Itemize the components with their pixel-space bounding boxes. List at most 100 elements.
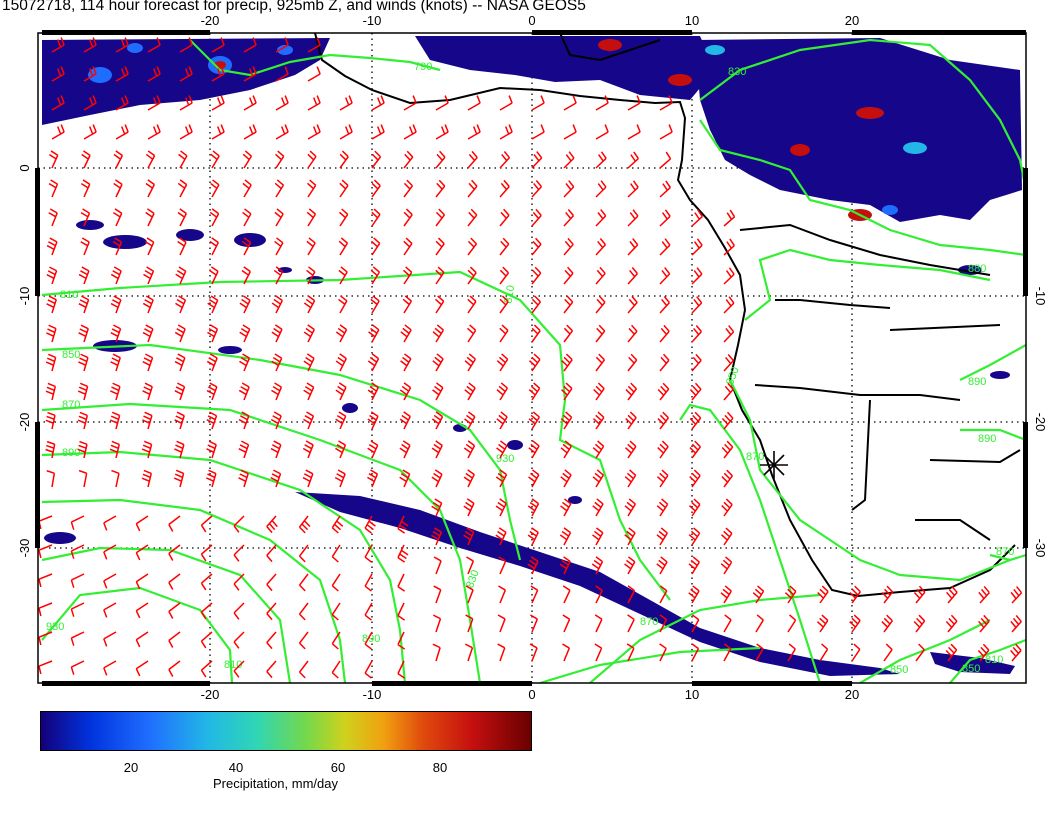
wind-barb <box>83 386 89 401</box>
wind-barb-feather <box>696 238 703 246</box>
left-lat-tick: -30 <box>17 539 32 558</box>
wind-barb <box>179 73 193 82</box>
contour-label: 810 <box>985 654 1003 666</box>
wind-barb-feather <box>115 150 123 157</box>
wind-barb-feather <box>274 182 282 190</box>
right-lat-tick: -10 <box>1033 287 1048 306</box>
wind-barb <box>531 272 542 285</box>
wind-barb <box>595 157 607 169</box>
contour-label: 850 <box>62 349 80 361</box>
wind-barb-feather <box>691 643 699 650</box>
wind-barb <box>211 242 219 256</box>
wind-barb-feather <box>144 299 153 305</box>
wind-barb-feather <box>335 331 344 338</box>
wind-barb <box>115 415 121 430</box>
wind-barb-feather <box>463 447 472 454</box>
wind-barb-feather <box>48 241 56 247</box>
wind-barb-feather <box>143 273 151 280</box>
wind-barb-feather <box>721 417 729 425</box>
wind-barb-feather <box>720 592 728 599</box>
wind-barb <box>83 44 97 53</box>
wind-barb <box>103 515 117 524</box>
wind-barb <box>595 647 603 662</box>
wind-barb <box>51 386 57 401</box>
wind-barb-feather <box>302 447 311 454</box>
wind-barb-feather <box>338 411 347 417</box>
wind-barb-feather <box>463 476 472 483</box>
wind-barb <box>563 445 572 459</box>
wind-barb-feather <box>434 498 443 504</box>
wind-barb <box>135 515 149 525</box>
wind-barb-feather <box>977 649 985 657</box>
wind-barb-feather <box>304 444 313 450</box>
wind-barb-feather <box>532 411 540 418</box>
wind-barb-feather <box>48 324 57 330</box>
wind-barb <box>211 155 220 169</box>
wind-barb <box>659 503 669 517</box>
wind-barb <box>595 532 604 546</box>
wind-barb <box>499 330 509 343</box>
wind-barb-feather <box>854 585 861 593</box>
wind-barb-feather <box>370 469 378 475</box>
wind-barb-feather <box>82 179 91 185</box>
wind-barb-feather <box>724 414 731 422</box>
wind-barb-feather <box>331 672 339 679</box>
wind-barb <box>403 329 412 343</box>
wind-barb-feather <box>266 613 273 621</box>
wind-barb-feather <box>284 37 289 46</box>
contour-label: 870 <box>62 399 80 411</box>
wind-barb-feather <box>729 209 736 218</box>
wind-barb <box>947 591 958 604</box>
wind-barb <box>115 473 120 488</box>
wind-barb-feather <box>663 324 670 332</box>
wind-barb <box>723 590 732 604</box>
wind-barb-feather <box>112 382 121 388</box>
wind-barb <box>71 544 85 552</box>
wind-barb-feather <box>627 385 635 393</box>
wind-barb-feather <box>819 617 827 625</box>
wind-barb <box>435 185 446 198</box>
wind-barb-feather <box>948 617 955 625</box>
wind-barb <box>531 589 539 604</box>
wind-barb <box>595 618 603 633</box>
wind-barb-feather <box>530 385 538 393</box>
wind-barb-feather <box>241 382 250 388</box>
wind-barb-feather <box>308 208 316 215</box>
wind-barb-feather <box>403 211 411 219</box>
wind-barb-feather <box>464 530 473 537</box>
wind-barbs <box>38 37 1023 679</box>
wind-barb-feather <box>1015 586 1023 594</box>
wind-barb-feather <box>437 295 445 302</box>
wind-barb-feather <box>156 66 161 75</box>
wind-barb <box>200 660 213 671</box>
wind-barb <box>371 358 380 372</box>
wind-barb-feather <box>600 209 607 217</box>
wind-barb-feather <box>496 360 504 367</box>
wind-barb-feather <box>695 324 702 333</box>
wind-barb-feather <box>531 327 539 335</box>
wind-barb-feather <box>657 447 665 454</box>
wind-barb <box>915 649 925 662</box>
wind-barb-feather <box>207 331 215 338</box>
contour-label: 880 <box>968 263 986 275</box>
wind-barb <box>51 444 56 459</box>
wind-barb-feather <box>239 302 247 309</box>
wind-barb-feather <box>200 524 207 533</box>
wind-barb <box>275 44 289 53</box>
wind-barb-feather <box>659 472 667 480</box>
wind-barb <box>364 602 373 616</box>
wind-barb-feather <box>112 241 121 247</box>
wind-barb-feather <box>656 476 664 483</box>
wind-barb-feather <box>439 150 446 158</box>
wind-barb-feather <box>628 356 635 364</box>
wind-barb <box>275 357 283 372</box>
wind-barb-feather <box>720 563 728 570</box>
wind-barb-feather <box>276 237 284 244</box>
wind-barb <box>115 357 121 372</box>
wind-barb <box>339 444 347 459</box>
wind-barb <box>883 591 894 604</box>
wind-barb-feather <box>277 150 285 157</box>
wind-barb-feather <box>113 324 121 330</box>
wind-barb-feather <box>272 386 281 392</box>
wind-barb-feather <box>335 418 343 425</box>
